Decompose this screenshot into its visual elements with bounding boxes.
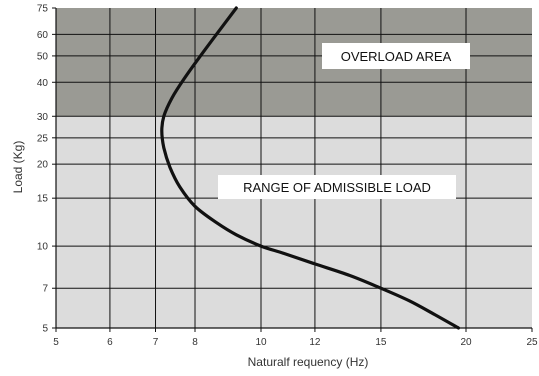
x-tick-label-12: 12 bbox=[309, 337, 321, 348]
x-tick-label-10: 10 bbox=[255, 337, 267, 348]
x-tick-label-5: 5 bbox=[53, 337, 59, 348]
chart-axes bbox=[52, 7, 533, 332]
x-axis-title: Naturalf requency (Hz) bbox=[248, 355, 369, 369]
y-tick-label-40: 40 bbox=[37, 78, 49, 89]
x-tick-label-6: 6 bbox=[107, 337, 113, 348]
x-tick-label-7: 7 bbox=[153, 337, 159, 348]
chart-series bbox=[160, 6, 461, 330]
y-tick-label-20: 20 bbox=[37, 160, 49, 171]
y-axis-title: Load (Kg) bbox=[11, 141, 25, 194]
admissible-region bbox=[56, 116, 532, 328]
y-tick-label-25: 25 bbox=[37, 133, 49, 144]
admissible-label: RANGE OF ADMISSIBLE LOAD bbox=[243, 180, 431, 195]
overload-label: OVERLOAD AREA bbox=[341, 49, 452, 64]
y-tick-label-30: 30 bbox=[37, 112, 49, 123]
chart-tick-labels: 5 6 7 8 10 12 15 20 25 5 7 10 15 20 25 30 40 50 60 75 bbox=[37, 4, 538, 349]
x-tick-label-20: 20 bbox=[460, 337, 472, 348]
y-tick-label-60: 60 bbox=[37, 30, 49, 41]
y-tick-label-10: 10 bbox=[37, 242, 49, 253]
y-tick-label-5: 5 bbox=[42, 324, 48, 335]
x-tick-label-15: 15 bbox=[375, 337, 387, 348]
y-tick-label-15: 15 bbox=[37, 194, 49, 205]
x-tick-label-8: 8 bbox=[192, 337, 198, 348]
x-tick-label-25: 25 bbox=[526, 337, 538, 348]
admissible-label-box bbox=[218, 175, 456, 199]
y-tick-label-75: 75 bbox=[37, 4, 49, 15]
y-tick-label-50: 50 bbox=[37, 51, 49, 62]
y-tick-label-7: 7 bbox=[42, 284, 48, 295]
overload-label-box bbox=[322, 43, 470, 69]
chart-regions bbox=[56, 8, 532, 328]
series-line-0 bbox=[160, 6, 461, 330]
chart-region-labels: OVERLOAD AREA RANGE OF ADMISSIBLE LOAD bbox=[218, 43, 470, 199]
